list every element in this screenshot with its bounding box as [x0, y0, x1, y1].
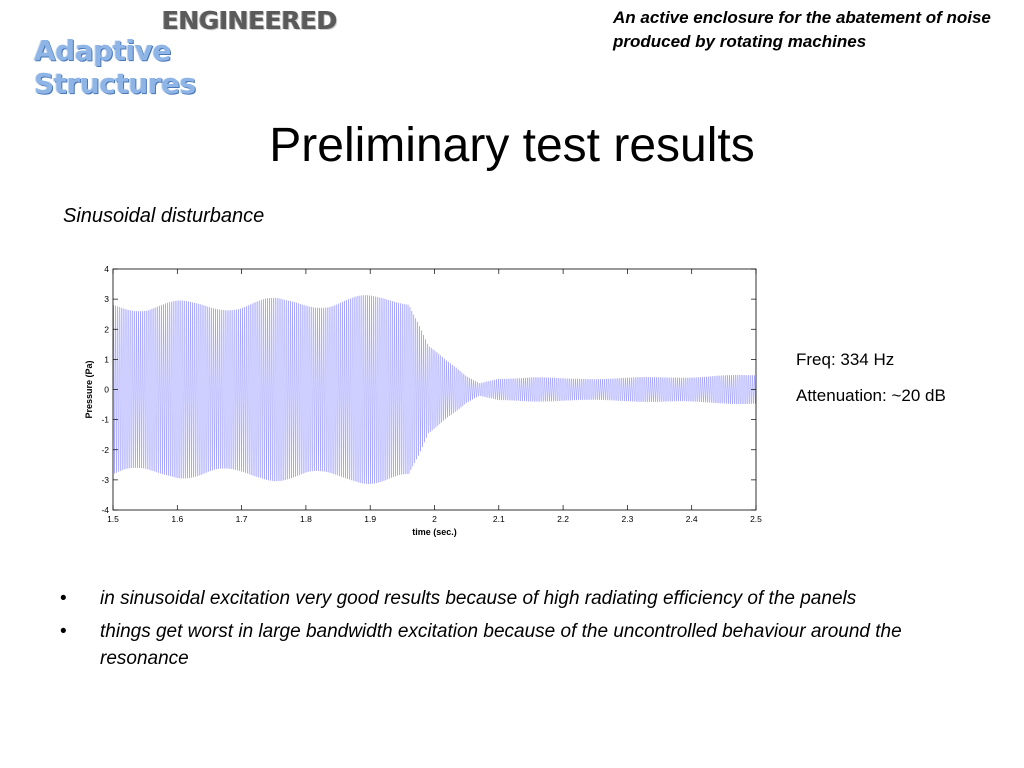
bullet-list: • in sinusoidal excitation very good res… [58, 585, 958, 678]
series-line [112, 295, 757, 484]
x-tick-label: 2.4 [686, 514, 698, 524]
x-tick-label: 2.2 [557, 514, 569, 524]
bullet-symbol: • [60, 621, 67, 642]
attenuation-text: Attenuation: ~20 dB [796, 386, 946, 405]
x-axis-label: time (sec.) [412, 527, 457, 537]
project-description: An active enclosure for the abatement of… [613, 8, 991, 51]
results-stats: Freq: 334 Hz Attenuation: ~20 dB [796, 342, 946, 414]
logo-line-2: Adaptive Structures [34, 34, 196, 100]
x-tick-label: 2.3 [621, 514, 633, 524]
y-tick-label: 4 [104, 264, 109, 274]
bullet-item: • things get worst in large bandwidth ex… [58, 618, 958, 672]
x-tick-label: 1.6 [171, 514, 183, 524]
y-tick-label: -2 [101, 445, 109, 455]
bullet-text: in sinusoidal excitation very good resul… [100, 588, 857, 609]
chart-subtitle: Sinusoidal disturbance [63, 205, 265, 227]
bullet-item: • in sinusoidal excitation very good res… [58, 585, 958, 612]
x-tick-label: 2.1 [493, 514, 505, 524]
y-tick-label: 2 [104, 324, 109, 334]
pressure-chart: 1.5 1.6 1.7 1.8 1.9 2 2.1 2.2 2.3 2.4 2.5 4 3 2 1 0 -1 -2… [84, 264, 762, 537]
slide-title: Preliminary test results [269, 119, 755, 172]
frequency-text: Freq: 334 Hz [796, 350, 895, 369]
y-tick-label: -4 [101, 505, 109, 515]
bullet-symbol: • [60, 588, 67, 609]
x-tick-label: 1.9 [364, 514, 376, 524]
y-tick-label: 0 [104, 385, 109, 395]
x-tick-label: 1.8 [300, 514, 312, 524]
x-tick-label: 1.7 [236, 514, 248, 524]
y-tick-label: 3 [104, 294, 109, 304]
x-tick-label: 2 [432, 514, 437, 524]
y-tick-label: 1 [104, 354, 109, 364]
y-tick-label: -1 [101, 415, 109, 425]
x-tick-label: 1.5 [107, 514, 119, 524]
company-logo: ENGINEERED Adaptive Structures [34, 6, 337, 100]
logo-line-1: ENGINEERED [162, 6, 337, 35]
bullet-text: things get worst in large bandwidth exci… [100, 621, 902, 669]
x-tick-label: 2.5 [750, 514, 762, 524]
y-axis-label: Pressure (Pa) [84, 360, 94, 418]
y-tick-label: -3 [101, 475, 109, 485]
